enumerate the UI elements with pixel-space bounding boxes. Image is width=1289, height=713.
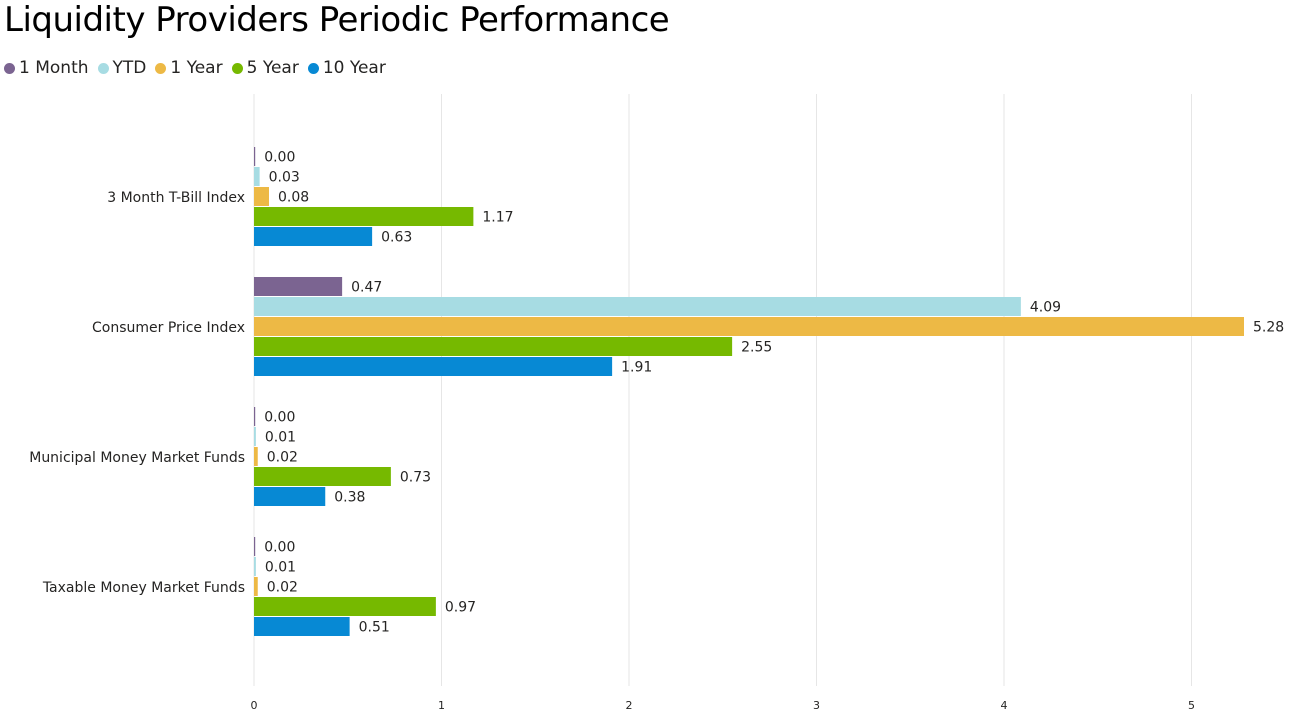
legend-marker-5-year (231, 62, 243, 74)
bar-10-year-consumer-price-index (254, 357, 613, 376)
data-label-1-year-3-month-t-bill-index: 0.08 (278, 190, 309, 206)
legend-label-1-month: 1 Month (19, 58, 89, 78)
bar-5-year-municipal-money-market-funds (254, 467, 391, 486)
data-label-5-year-taxable-money-market-funds: 0.97 (445, 600, 476, 616)
bar-5-year-3-month-t-bill-index (254, 207, 474, 226)
bar-10-year-municipal-money-market-funds (254, 487, 326, 506)
data-label-1-year-taxable-money-market-funds: 0.02 (267, 580, 298, 596)
bar-1-month-municipal-money-market-funds (254, 407, 256, 426)
data-label-1-month-consumer-price-index: 0.47 (351, 280, 382, 296)
bar-1-month-3-month-t-bill-index (254, 147, 256, 166)
data-label-5-year-municipal-money-market-funds: 0.73 (400, 470, 431, 486)
x-tick-label-2: 2 (626, 699, 633, 712)
category-label-taxable-money-market-funds: Taxable Money Market Funds (42, 580, 245, 596)
bar-5-year-consumer-price-index (254, 337, 733, 356)
bar-1-year-consumer-price-index (254, 317, 1244, 336)
x-tick-label-1: 1 (438, 699, 445, 712)
data-label-1-year-consumer-price-index: 5.28 (1253, 320, 1284, 336)
data-label-1-month-municipal-money-market-funds: 0.00 (264, 410, 295, 426)
data-label-5-year-3-month-t-bill-index: 1.17 (482, 210, 513, 226)
bar-1-year-3-month-t-bill-index (254, 187, 269, 206)
bar-ytd-municipal-money-market-funds (254, 427, 256, 446)
data-label-1-month-taxable-money-market-funds: 0.00 (264, 540, 295, 556)
data-label-ytd-municipal-money-market-funds: 0.01 (265, 430, 296, 446)
category-label-municipal-money-market-funds: Municipal Money Market Funds (29, 450, 245, 466)
x-tick-label-0: 0 (251, 699, 258, 712)
data-label-ytd-consumer-price-index: 4.09 (1030, 300, 1061, 316)
data-label-10-year-taxable-money-market-funds: 0.51 (359, 620, 390, 636)
data-label-ytd-taxable-money-market-funds: 0.01 (265, 560, 296, 576)
chart-title: Liquidity Providers Periodic Performance (4, 0, 670, 40)
bar-ytd-3-month-t-bill-index (254, 167, 260, 186)
bar-5-year-taxable-money-market-funds (254, 597, 436, 616)
data-label-10-year-consumer-price-index: 1.91 (621, 360, 652, 376)
legend-item-1-month[interactable]: 1 Month (4, 58, 89, 78)
legend-label-1-year: 1 Year (170, 58, 223, 78)
data-label-10-year-municipal-money-market-funds: 0.38 (334, 490, 365, 506)
data-label-1-year-municipal-money-market-funds: 0.02 (267, 450, 298, 466)
data-label-1-month-3-month-t-bill-index: 0.00 (264, 150, 295, 166)
legend-marker-10-year (307, 62, 319, 74)
legend-marker-1-year (155, 62, 167, 74)
bar-1-year-municipal-money-market-funds (254, 447, 258, 466)
legend-item-1-year[interactable]: 1 Year (155, 58, 223, 78)
bar-10-year-3-month-t-bill-index (254, 227, 373, 246)
legend: 1 Month YTD 1 Year 5 Year 10 Year (4, 58, 395, 78)
data-label-10-year-3-month-t-bill-index: 0.63 (381, 230, 412, 246)
legend-label-10-year: 10 Year (322, 58, 386, 78)
legend-marker-1-month (4, 62, 15, 74)
category-label-3-month-t-bill-index: 3 Month T-Bill Index (107, 190, 245, 206)
legend-item-ytd[interactable]: YTD (97, 58, 147, 78)
bar-ytd-taxable-money-market-funds (254, 557, 256, 576)
legend-marker-ytd (97, 62, 109, 74)
x-tick-label-4: 4 (1001, 699, 1008, 712)
legend-label-5-year: 5 Year (246, 58, 299, 78)
bar-ytd-consumer-price-index (254, 297, 1021, 316)
data-label-ytd-3-month-t-bill-index: 0.03 (269, 170, 300, 186)
legend-label-ytd: YTD (112, 58, 147, 78)
bar-10-year-taxable-money-market-funds (254, 617, 350, 636)
x-tick-label-3: 3 (813, 699, 820, 712)
bar-1-month-consumer-price-index (254, 277, 343, 296)
bar-1-year-taxable-money-market-funds (254, 577, 258, 596)
bar-1-month-taxable-money-market-funds (254, 537, 256, 556)
legend-item-5-year[interactable]: 5 Year (231, 58, 299, 78)
data-label-5-year-consumer-price-index: 2.55 (741, 340, 772, 356)
x-tick-label-5: 5 (1188, 699, 1195, 712)
legend-item-10-year[interactable]: 10 Year (307, 58, 386, 78)
category-label-consumer-price-index: Consumer Price Index (92, 320, 245, 336)
